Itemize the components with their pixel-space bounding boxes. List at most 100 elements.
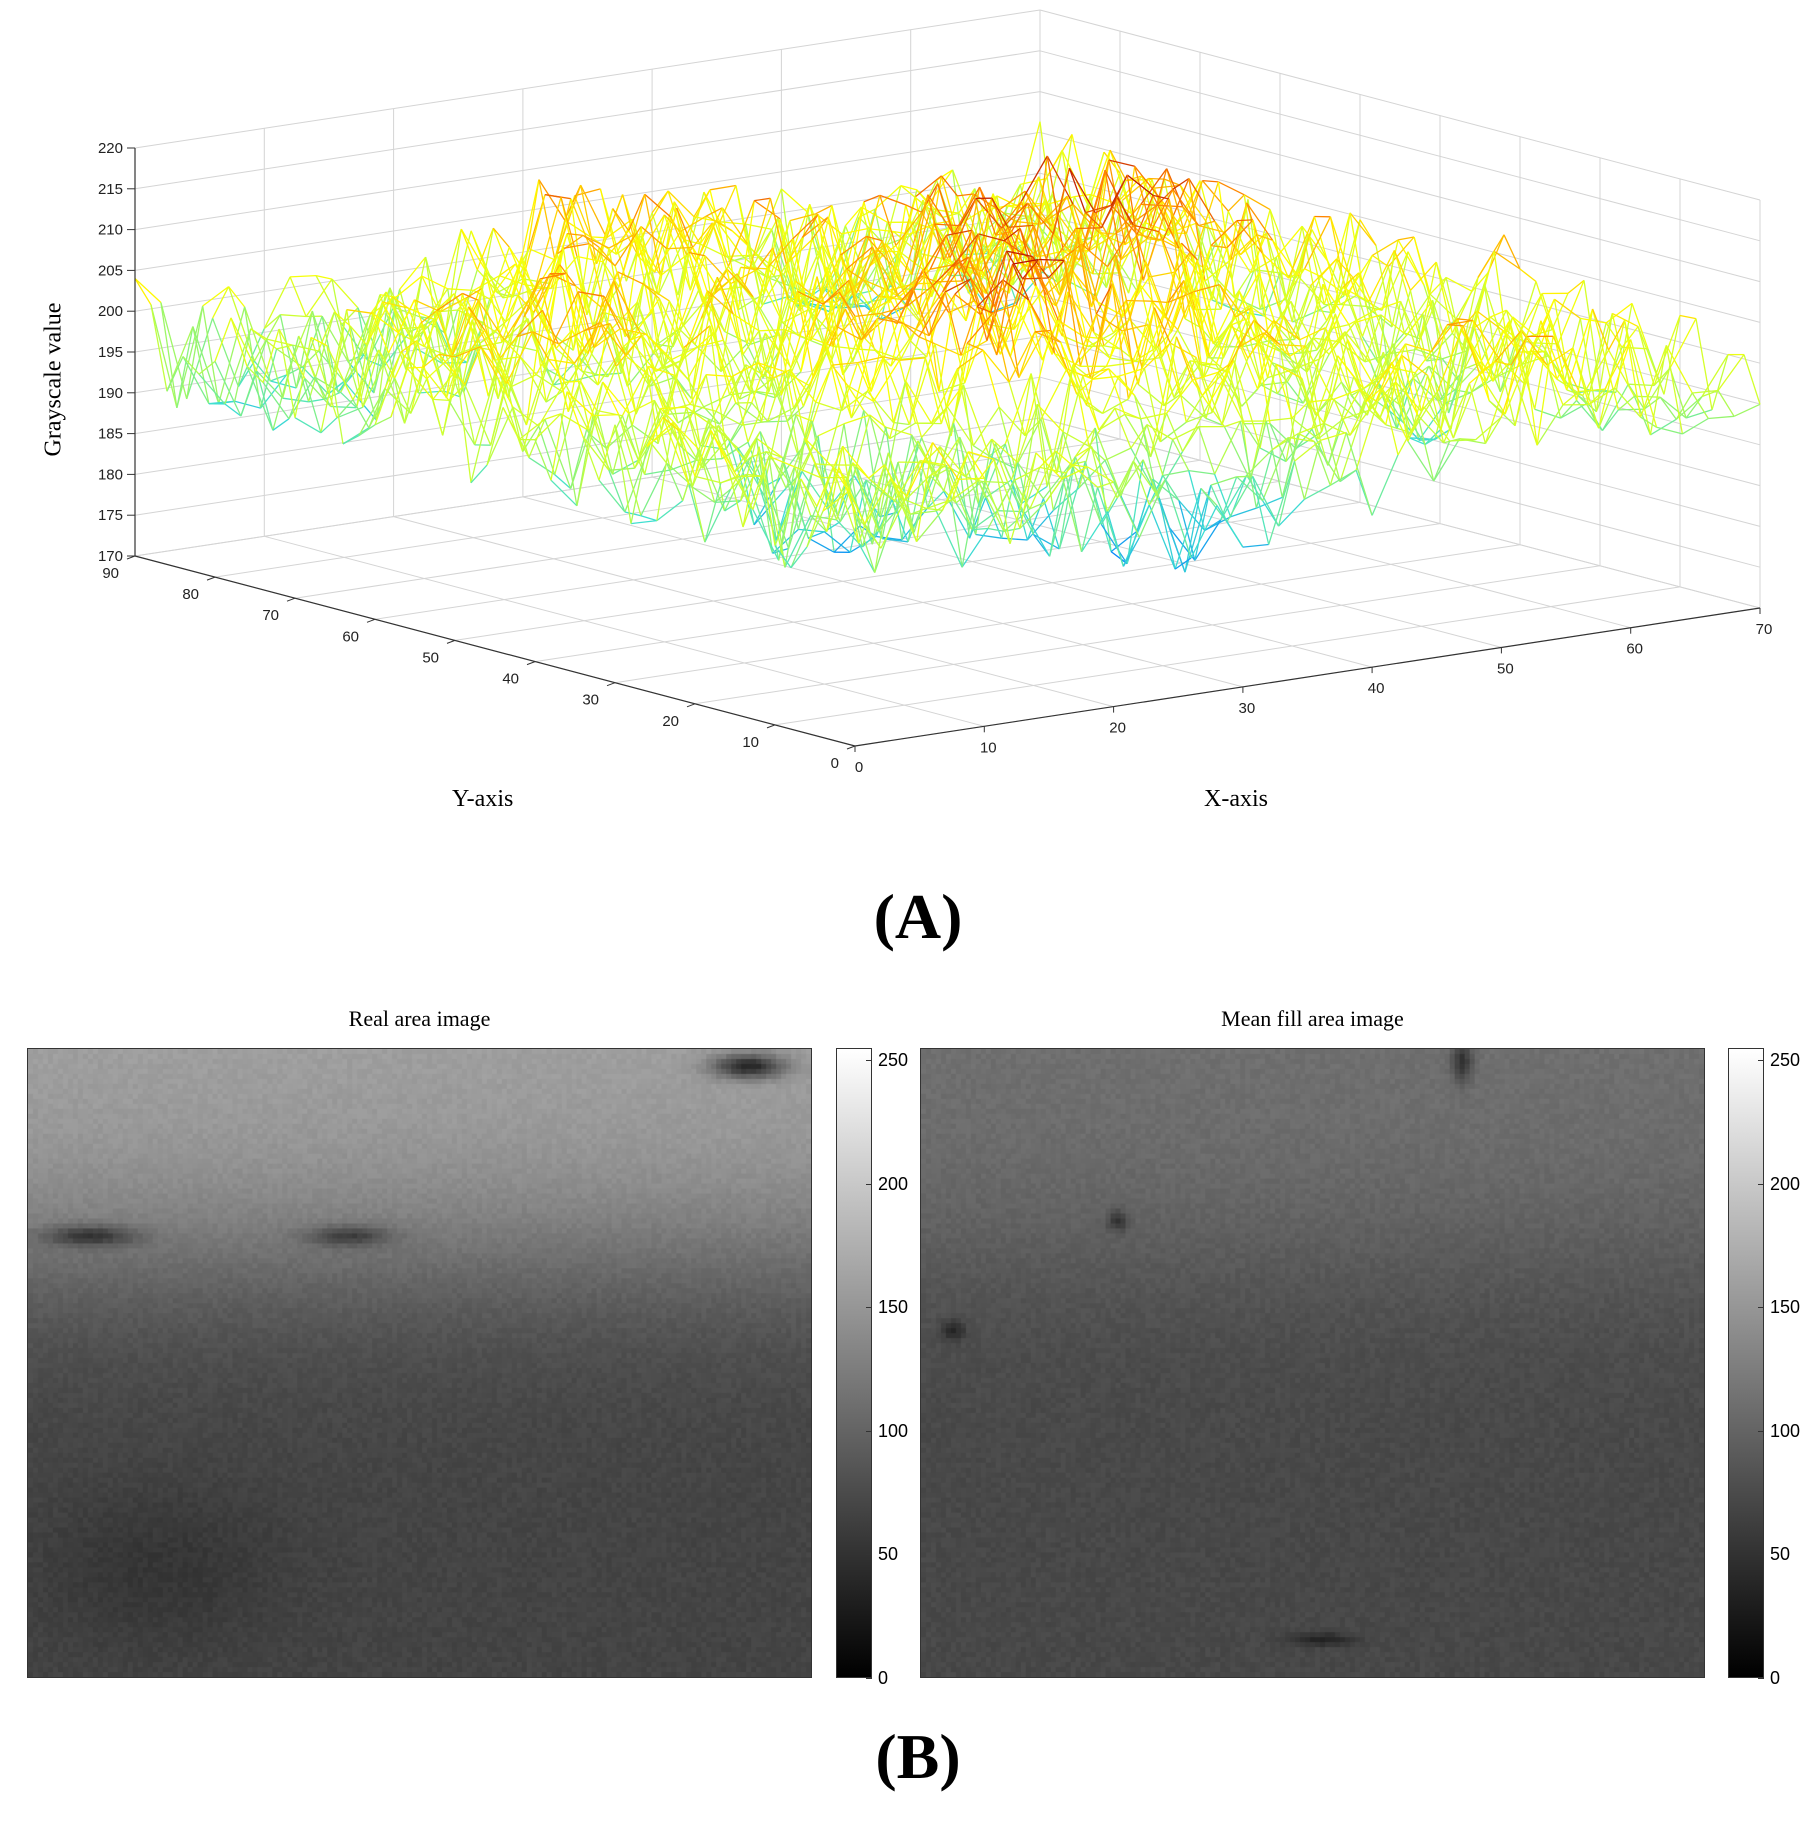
mesh-edge [343,314,371,382]
grid-line [534,523,1441,663]
mesh-edge [612,208,640,257]
mesh-edge [545,391,563,403]
mesh-edge [533,273,551,313]
mesh-edge [632,335,651,387]
y-tick-label: 70 [262,607,279,624]
mesh-edge [844,308,862,341]
mesh-edge [1060,212,1088,294]
mesh-edge [846,246,873,270]
mesh-edge [1226,475,1254,523]
mesh-edge [556,234,584,255]
colorbar-tick-label: 250 [878,1050,909,1071]
mesh-edge [1202,179,1219,183]
mesh-edge [641,190,669,236]
mesh-edge [977,459,995,481]
mesh-edge [1210,484,1228,523]
y-tick-label: 0 [831,755,839,772]
mesh-edge [1546,364,1564,406]
mesh-edge [1118,166,1136,273]
mesh-edge [1141,346,1159,369]
mesh-edge [835,462,854,521]
mesh-edge [732,313,760,332]
mesh-edge [827,216,845,306]
mesh-edge [1149,271,1176,278]
x-tick-label: 40 [1368,680,1385,697]
mesh-edge [833,525,861,553]
mesh-edge [1614,339,1632,389]
mesh-edge [662,416,690,485]
mesh-edge [1237,332,1265,349]
mesh-edge [595,410,614,475]
mesh-edge [1060,342,1088,406]
mesh-edge [1133,224,1160,233]
mesh-edge [570,410,598,489]
mesh-edge [737,447,755,525]
mesh-edge [1253,209,1271,270]
mesh-edge [1503,234,1521,270]
mesh-edge [512,406,530,458]
mesh-edge [986,255,1014,286]
mesh-edge [1114,223,1132,235]
mesh-edge [1420,324,1448,412]
mesh-edge [1092,375,1119,380]
mesh-edge [1210,476,1237,486]
mesh-edge [1149,336,1178,458]
mesh-edge [820,268,848,303]
mesh-edge [550,479,578,507]
mesh-edge [1030,373,1048,487]
mesh-edge [1205,417,1223,426]
mesh-edge [890,478,918,542]
mesh-edge [1354,314,1382,324]
colorbar-tick [866,1183,872,1185]
mesh-edge [374,416,392,426]
mesh-edge [871,246,890,291]
mesh-edge [598,479,626,513]
mesh-edge [745,223,772,230]
mesh-edge [692,247,710,297]
mesh-edge [534,439,552,481]
mesh-edge [855,240,883,294]
mesh-edge [957,193,974,197]
mesh-edge [485,272,513,346]
mesh-edge [790,506,818,568]
mesh-edge [469,272,487,316]
mesh-edge [1583,280,1601,390]
mesh-edge [836,279,864,303]
mesh-edge [503,298,531,341]
mesh-edge [694,475,722,484]
mesh-edge [693,325,711,413]
mesh-edge [1320,431,1347,442]
mesh-edge [650,442,668,464]
mesh-edge [606,218,633,239]
mesh-edge [670,216,697,263]
mesh-edge [224,403,242,417]
mesh-edge [834,325,853,419]
mesh-edge [447,288,474,292]
mesh-edge [630,446,648,524]
mesh-edge [843,265,871,306]
mesh-edge [759,263,787,310]
mesh-edge [719,185,737,223]
mesh-edge [278,328,306,379]
mesh-edge [1227,319,1255,368]
grid-line [1039,335,1761,527]
mesh-edge [544,193,562,198]
mesh-edge [1186,275,1215,345]
mesh-edge [1074,193,1091,198]
mesh-edge [678,255,706,330]
mesh-edge [919,235,947,277]
mesh-edge [942,212,959,219]
mesh-edge [1136,195,1154,235]
mesh-edge [910,340,928,358]
mesh-edge [1077,236,1095,333]
mesh-edge [992,312,1010,383]
mesh-edge [1393,250,1412,291]
mesh-edge [266,338,293,346]
mesh-edge [477,300,496,361]
mesh-edge [1289,345,1307,357]
mesh-edge [634,442,652,469]
mesh-edge [567,232,584,237]
mesh-edge [394,322,422,379]
mesh-edge [858,464,886,544]
mesh-edge [1301,378,1319,440]
